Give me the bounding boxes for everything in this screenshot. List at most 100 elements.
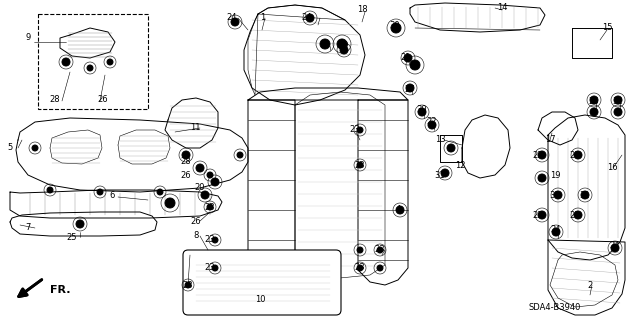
Circle shape [574,211,582,219]
Text: 23: 23 [205,235,215,244]
Circle shape [590,108,598,116]
Circle shape [62,58,70,66]
Circle shape [406,84,414,92]
Text: 12: 12 [455,160,465,169]
Circle shape [447,144,455,152]
Circle shape [428,121,436,129]
Text: 1: 1 [260,13,266,23]
Text: 23: 23 [182,280,193,290]
Text: 23: 23 [532,151,543,160]
Circle shape [357,247,363,253]
Text: 31: 31 [435,170,445,180]
Circle shape [207,172,213,178]
Circle shape [538,151,546,159]
Circle shape [97,189,103,195]
Text: 21: 21 [401,54,412,63]
Circle shape [157,189,163,195]
Circle shape [237,152,243,158]
Text: 11: 11 [189,123,200,132]
Circle shape [377,247,383,253]
Circle shape [404,54,412,62]
Circle shape [418,108,426,116]
Text: 10: 10 [255,295,265,305]
Circle shape [538,211,546,219]
Text: 24: 24 [301,13,312,23]
Circle shape [357,127,363,133]
Text: 4: 4 [396,205,401,214]
Text: 23: 23 [349,125,360,135]
FancyBboxPatch shape [183,250,341,315]
Circle shape [574,151,582,159]
Circle shape [614,108,622,116]
Circle shape [211,178,219,186]
Text: 23: 23 [205,203,215,211]
Text: 32: 32 [612,98,623,107]
Text: 8: 8 [193,232,198,241]
Circle shape [538,174,546,182]
Text: FR.: FR. [50,285,70,295]
Circle shape [410,60,420,70]
Text: 5: 5 [8,144,13,152]
Circle shape [320,39,330,49]
Text: 7: 7 [26,222,31,232]
Text: 20: 20 [195,183,205,192]
Text: 23: 23 [570,211,580,219]
Circle shape [581,191,589,199]
Text: 26: 26 [98,95,108,105]
Circle shape [32,145,38,151]
Text: 27: 27 [404,85,415,94]
Text: 23: 23 [570,151,580,160]
Circle shape [614,96,622,104]
Text: 23: 23 [205,263,215,272]
Circle shape [554,191,562,199]
Circle shape [337,39,347,49]
Circle shape [47,187,53,193]
Text: 25: 25 [67,233,77,241]
Text: 18: 18 [356,4,367,13]
Text: 17: 17 [545,136,556,145]
Text: 26: 26 [589,98,599,107]
Text: 24: 24 [610,241,620,249]
Circle shape [212,237,218,243]
Text: 26: 26 [191,217,202,226]
Bar [38,14,148,109]
Text: 23: 23 [374,246,385,255]
Text: 19: 19 [550,170,560,180]
Text: SDA4-B3940: SDA4-B3940 [529,303,581,313]
Circle shape [590,96,598,104]
Text: 16: 16 [607,164,618,173]
Text: 24: 24 [227,13,237,23]
Text: 3: 3 [320,41,326,50]
Circle shape [201,191,209,199]
Circle shape [87,65,93,71]
Circle shape [306,14,314,22]
Circle shape [441,169,449,177]
Text: 28: 28 [180,158,191,167]
Circle shape [357,162,363,168]
Circle shape [76,220,84,228]
Text: 30: 30 [417,106,428,115]
Circle shape [231,18,239,26]
Text: 29: 29 [339,41,349,50]
Circle shape [185,282,191,288]
Text: 15: 15 [602,24,612,33]
Text: 26: 26 [180,170,191,180]
Circle shape [391,23,401,33]
Text: 6: 6 [109,191,115,201]
Text: 22: 22 [427,117,437,127]
Circle shape [396,206,404,214]
Circle shape [107,59,113,65]
Circle shape [340,46,348,54]
Circle shape [165,198,175,208]
Circle shape [377,265,383,271]
Circle shape [212,265,218,271]
Text: 23: 23 [532,211,543,219]
Text: 2: 2 [588,280,593,290]
Text: 24: 24 [551,226,561,234]
Text: 14: 14 [497,4,508,12]
Circle shape [196,164,204,172]
Text: 9: 9 [26,33,31,42]
Text: 28: 28 [50,95,60,105]
Circle shape [357,265,363,271]
Circle shape [182,151,190,159]
